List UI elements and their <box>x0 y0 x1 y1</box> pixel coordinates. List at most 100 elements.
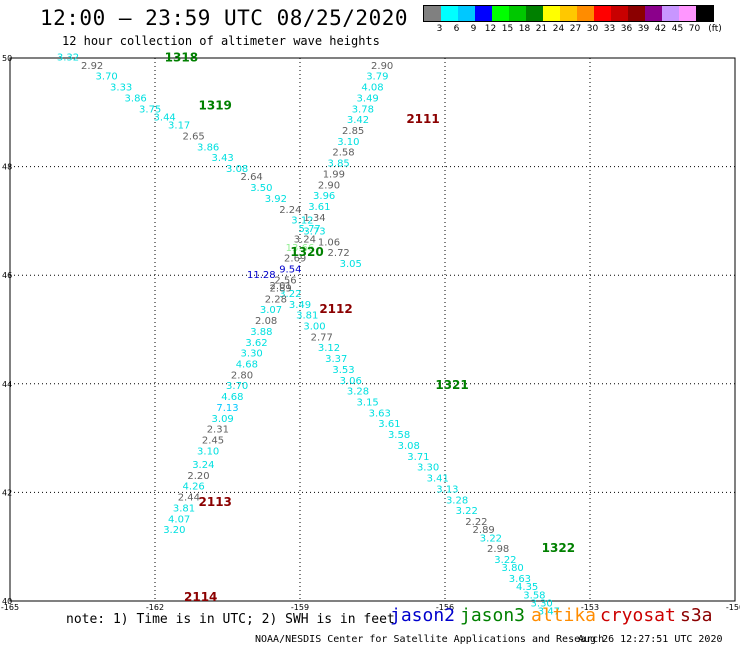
wave-height-value: 3.33 <box>110 83 132 94</box>
wave-height-value: 3.58 <box>388 430 410 441</box>
legend-label: 3 <box>436 24 443 34</box>
legend-label: 45 <box>671 24 684 34</box>
legend-label: 24 <box>552 24 565 34</box>
legend-label: 12 <box>484 24 497 34</box>
wave-height-value: 2.90 <box>318 180 340 191</box>
legend-swatch <box>543 6 560 21</box>
wave-height-value: 3.41 <box>427 474 449 485</box>
wave-height-value: 3.28 <box>446 495 468 506</box>
legend-swatch <box>509 6 526 21</box>
wave-height-value: 2.20 <box>187 471 209 482</box>
lat-tick-label: 44 <box>2 380 12 389</box>
wave-height-value: 3.13 <box>436 484 458 495</box>
wave-height-value: 3.15 <box>357 398 379 409</box>
wave-height-value: 3.44 <box>154 112 176 123</box>
wave-height-value: 2.69 <box>284 254 306 265</box>
wave-height-value: 2.89 <box>473 525 495 536</box>
legend-label: 30 <box>586 24 599 34</box>
wave-height-value: 3.50 <box>250 183 272 194</box>
wave-height-value: 2.01 <box>270 281 292 292</box>
wave-height-value: 1.99 <box>323 169 345 180</box>
credit-text: NOAA/NESDIS Center for Satellite Applica… <box>255 634 605 645</box>
wave-height-value: 3.06 <box>340 376 362 387</box>
wave-height-value: 3.79 <box>366 72 388 83</box>
pass-label: 1321 <box>435 378 468 392</box>
wave-height-value: 2.22 <box>465 517 487 528</box>
wave-height-value: 3.42 <box>347 115 369 126</box>
lon-tick-label: -159 <box>291 603 309 612</box>
wave-height-value: 2.85 <box>342 126 364 137</box>
wave-height-value: 2.08 <box>255 316 277 327</box>
legend-label: 18 <box>518 24 531 34</box>
wave-height-value: 3.17 <box>168 121 190 132</box>
legend-swatch <box>577 6 594 21</box>
sat-jason3-label: jason3 <box>460 605 526 626</box>
pass-label: 2113 <box>199 495 232 509</box>
page-subtitle: 12 hour collection of altimeter wave hei… <box>62 34 380 48</box>
wave-height-value: 3.81 <box>296 311 318 322</box>
wave-height-value: 3.85 <box>328 159 350 170</box>
pass-label: 2114 <box>184 590 217 604</box>
wave-height-value: 3.86 <box>125 93 147 104</box>
wave-height-value: 3.80 <box>502 563 524 574</box>
wave-height-value: 3.43 <box>212 153 234 164</box>
legend-swatch <box>526 6 543 21</box>
wave-height-value: 13.66 <box>286 243 315 254</box>
legend-label: 42 <box>654 24 667 34</box>
wave-height-value: 4.68 <box>221 392 243 403</box>
wave-height-value: 2.31 <box>207 425 229 436</box>
wave-height-value: 2.92 <box>81 61 103 72</box>
lat-tick-label: 40 <box>2 597 12 606</box>
wave-height-value: 2.45 <box>202 436 224 447</box>
wave-height-value: 2.77 <box>311 332 333 343</box>
wave-height-value: 4.26 <box>183 482 205 493</box>
legend-swatch <box>662 6 679 21</box>
wave-height-value: 3.96 <box>313 191 335 202</box>
wave-height-value: 2.64 <box>241 172 263 183</box>
lon-tick-label: -165 <box>1 603 19 612</box>
legend-label: 21 <box>535 24 548 34</box>
lat-tick-label: 50 <box>2 54 12 63</box>
sat-s3a-label: s3a <box>680 605 713 626</box>
wave-height-value: 3.78 <box>352 104 374 115</box>
sat-jason2-label: jason2 <box>390 605 456 626</box>
wave-height-value: 11.28 <box>247 270 276 281</box>
wave-height-value: 9.54 <box>279 264 301 275</box>
legend-swatch <box>679 6 696 21</box>
wave-height-value: 3.22 <box>494 555 516 566</box>
wave-height-value: 3.92 <box>265 194 287 205</box>
legend-swatch <box>458 6 475 21</box>
lon-tick-label: -156 <box>436 603 454 612</box>
lon-tick-label: -153 <box>581 603 599 612</box>
wave-height-value: 3.63 <box>509 574 531 585</box>
wave-height-value: 2.24 <box>279 205 301 216</box>
legend-label: 36 <box>620 24 633 34</box>
wave-height-value: 3.49 <box>289 300 311 311</box>
sat-cryosat-label: cryosat <box>600 605 676 626</box>
wave-height-value: 3.58 <box>523 590 545 601</box>
pass-label: 1319 <box>199 99 232 113</box>
wave-height-value: 3.86 <box>197 142 219 153</box>
wave-height-value: 4.08 <box>361 83 383 94</box>
wave-height-value: 3.88 <box>250 327 272 338</box>
wave-height-value: 3.61 <box>378 419 400 430</box>
wave-height-value: 3.12 <box>291 216 313 227</box>
wave-height-value: 3.24 <box>192 460 214 471</box>
wave-height-value: 3.20 <box>163 525 185 536</box>
wave-height-value: 3.30 <box>417 463 439 474</box>
wave-height-value: 2.89 <box>270 283 292 294</box>
wave-height-value: 3.10 <box>197 446 219 457</box>
wave-height-value: 3.07 <box>260 305 282 316</box>
lat-tick-label: 46 <box>2 271 12 280</box>
legend-swatch <box>611 6 628 21</box>
wave-height-value: 2.56 <box>274 275 296 286</box>
pass-label: 1320 <box>290 245 323 259</box>
legend-label: 15 <box>501 24 514 34</box>
legend-swatch <box>628 6 645 21</box>
wave-height-value: 3.32 <box>57 53 79 64</box>
wave-height-value: 3.47 <box>538 607 560 618</box>
wave-height-value: 3.08 <box>398 441 420 452</box>
legend-labels: 3 6 9 12 15 18 21 24 27 30 33 36 39 42 45 70 (ft) <box>423 22 722 36</box>
wave-height-value: 3.70 <box>226 381 248 392</box>
wave-height-value: 2.44 <box>178 493 200 504</box>
